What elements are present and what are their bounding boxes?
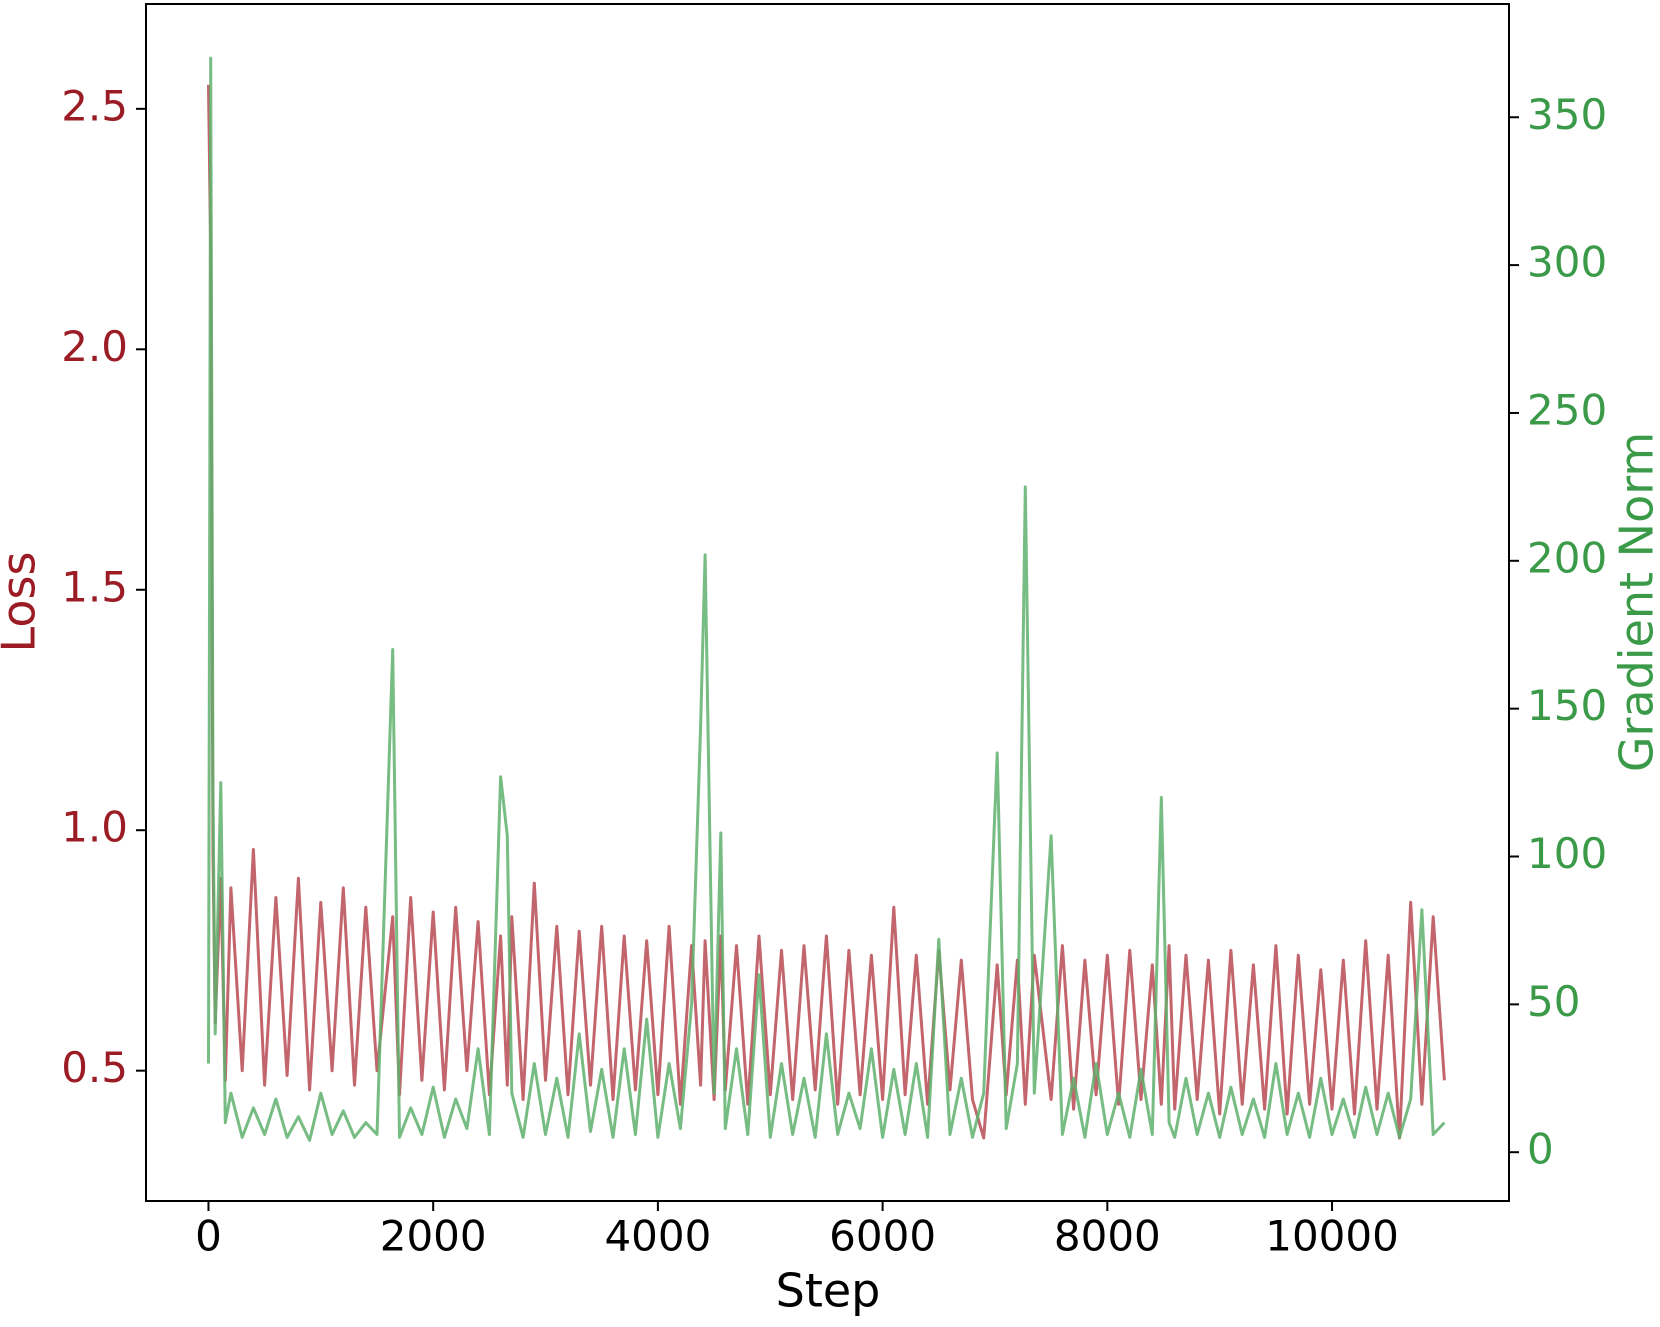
y2-tick-label: 250 bbox=[1527, 385, 1607, 434]
y2-tick-label: 150 bbox=[1527, 681, 1607, 730]
x-axis-label: Step bbox=[776, 1264, 881, 1318]
y-tick-label: 2.5 bbox=[61, 81, 128, 130]
y-axis-label: Loss bbox=[0, 552, 46, 653]
y2-tick-label: 300 bbox=[1527, 238, 1607, 287]
y2-axis-label: Gradient Norm bbox=[1610, 432, 1660, 772]
y-tick-label: 0.5 bbox=[61, 1043, 128, 1092]
x-tick-label: 10000 bbox=[1265, 1212, 1399, 1261]
x-tick-label: 8000 bbox=[1054, 1212, 1161, 1261]
y2-tick-label: 50 bbox=[1527, 977, 1580, 1026]
x-tick-label: 0 bbox=[195, 1212, 222, 1261]
y-tick-label: 1.0 bbox=[61, 803, 128, 852]
y2-tick-label: 350 bbox=[1527, 90, 1607, 139]
y2-tick-label: 0 bbox=[1527, 1125, 1554, 1174]
y-tick-label: 2.0 bbox=[61, 322, 128, 371]
series-line bbox=[207, 84, 1446, 1140]
y2-tick-label: 100 bbox=[1527, 829, 1607, 878]
y-tick-label: 1.5 bbox=[61, 562, 128, 611]
plot-frame bbox=[145, 3, 1510, 1202]
series-line bbox=[207, 56, 1446, 1142]
x-tick-label: 2000 bbox=[380, 1212, 487, 1261]
y2-tick-label: 200 bbox=[1527, 533, 1607, 582]
x-tick-label: 4000 bbox=[604, 1212, 711, 1261]
x-tick-label: 6000 bbox=[829, 1212, 936, 1261]
